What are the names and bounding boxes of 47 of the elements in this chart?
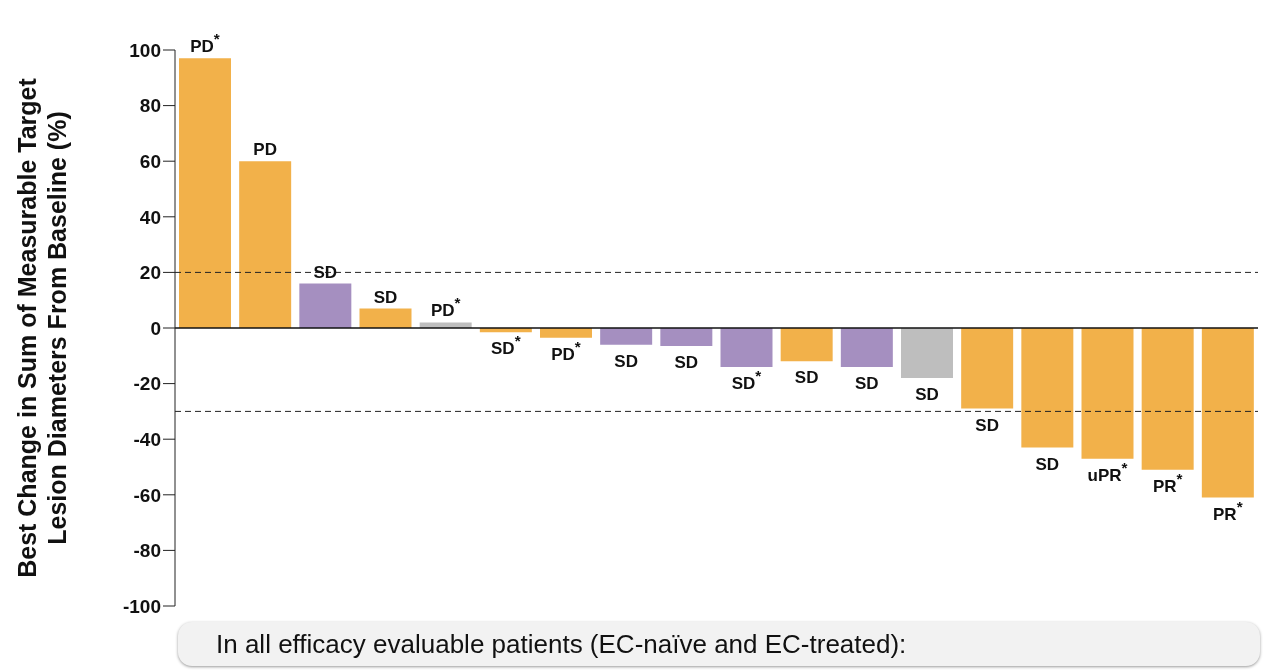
y-tick-label: 60 xyxy=(139,150,161,172)
data-label: SD xyxy=(855,373,879,393)
data-label: PD$^{*}$ xyxy=(190,29,220,57)
data-label: SD xyxy=(674,353,699,373)
y-tick-label: -60 xyxy=(133,484,161,506)
y-tick-label: 20 xyxy=(139,262,161,284)
bar xyxy=(600,328,653,345)
bar xyxy=(901,328,953,379)
bar xyxy=(780,328,833,362)
bar xyxy=(299,283,352,328)
data-label: SD xyxy=(1035,454,1060,474)
data-label: uPR$^{*}$ xyxy=(1087,458,1128,485)
data-label: PD$^{*}$ xyxy=(551,337,581,364)
y-tick-label: -100 xyxy=(122,595,161,617)
bar xyxy=(1021,328,1074,448)
data-label: SD xyxy=(794,368,819,388)
y-tick-label: 0 xyxy=(150,317,161,339)
data-label: PD xyxy=(253,140,277,160)
bar xyxy=(239,161,292,328)
data-label: SD$^{*}$ xyxy=(491,331,521,359)
bar xyxy=(1081,328,1134,459)
y-tick-label: 100 xyxy=(129,39,161,61)
y-tick-label: 80 xyxy=(139,95,161,117)
bar xyxy=(660,328,713,347)
data-label: SD xyxy=(373,287,398,307)
y-axis-title: Best Change in Sum of Measurable Target Lesion Diameters From Baseline (%) xyxy=(13,77,71,578)
data-label: SD xyxy=(915,385,939,405)
data-label: PR$^{*}$ xyxy=(1152,469,1183,496)
y-tick-label: -40 xyxy=(133,428,161,450)
bar xyxy=(840,328,893,367)
bar xyxy=(419,322,472,328)
data-label: PD$^{*}$ xyxy=(430,293,461,321)
bar xyxy=(720,328,773,367)
bar xyxy=(540,328,592,338)
text: In all efficacy evaluable patients (EC-naïve and EC-treated): xyxy=(178,622,1260,666)
y-tick-label: 40 xyxy=(139,206,161,228)
bar xyxy=(1141,328,1194,470)
y-tick-label: -80 xyxy=(133,540,161,562)
bar xyxy=(359,308,412,328)
bar xyxy=(179,58,231,328)
bar xyxy=(961,328,1014,409)
data-label: SD$^{*}$ xyxy=(731,366,762,393)
bar xyxy=(1201,328,1254,498)
data-label: PR$^{*}$ xyxy=(1213,497,1243,524)
y-tick-label: -20 xyxy=(133,373,161,395)
data-label: SD xyxy=(975,415,999,435)
data-label: SD xyxy=(614,351,638,371)
